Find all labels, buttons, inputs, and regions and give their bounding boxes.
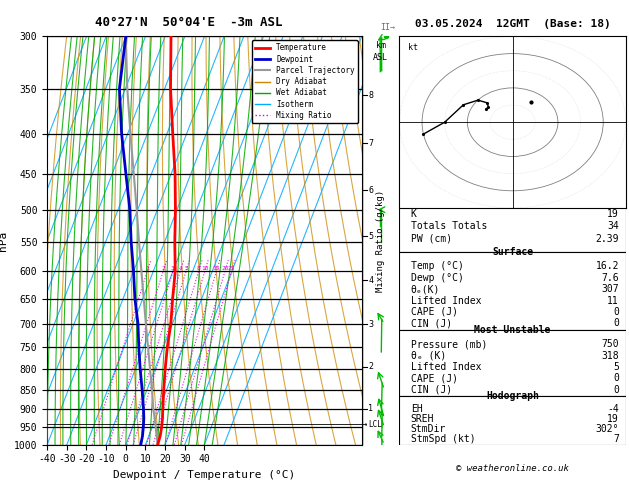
Text: Most Unstable: Most Unstable	[474, 325, 551, 335]
Text: 1: 1	[145, 266, 149, 272]
Text: 3: 3	[369, 320, 374, 329]
Text: 20: 20	[221, 266, 228, 272]
Text: Temp (°C): Temp (°C)	[411, 261, 464, 271]
Text: K: K	[411, 208, 416, 219]
Text: 0: 0	[613, 385, 619, 395]
Text: CAPE (J): CAPE (J)	[411, 307, 458, 317]
Text: 318: 318	[601, 350, 619, 361]
Text: Hodograph: Hodograph	[486, 391, 539, 401]
Text: 1: 1	[369, 404, 374, 413]
Text: kt: kt	[408, 43, 418, 52]
Text: II→: II→	[381, 23, 396, 33]
Text: ASL: ASL	[373, 53, 388, 62]
Text: 2: 2	[369, 363, 374, 371]
Text: 25: 25	[228, 266, 235, 272]
Text: Pressure (mb): Pressure (mb)	[411, 339, 487, 349]
Text: θₑ(K): θₑ(K)	[411, 284, 440, 294]
Text: StmDir: StmDir	[411, 424, 446, 434]
Text: EH: EH	[411, 404, 423, 415]
Text: 10: 10	[201, 266, 208, 272]
Text: SREH: SREH	[411, 414, 434, 424]
Text: 0: 0	[613, 373, 619, 383]
Text: CIN (J): CIN (J)	[411, 385, 452, 395]
Text: 34: 34	[608, 221, 619, 231]
Text: 8: 8	[369, 91, 374, 100]
Text: © weatheronline.co.uk: © weatheronline.co.uk	[456, 465, 569, 473]
Text: 5: 5	[613, 362, 619, 372]
Text: PW (cm): PW (cm)	[411, 234, 452, 243]
Text: 8: 8	[197, 266, 201, 272]
Y-axis label: hPa: hPa	[0, 230, 8, 251]
Text: 4: 4	[369, 276, 374, 285]
Text: 750: 750	[601, 339, 619, 349]
Text: 11: 11	[608, 295, 619, 306]
Text: Totals Totals: Totals Totals	[411, 221, 487, 231]
Text: Mixing Ratio (g/kg): Mixing Ratio (g/kg)	[376, 190, 385, 292]
Text: 307: 307	[601, 284, 619, 294]
Text: 19: 19	[608, 208, 619, 219]
Text: 7: 7	[369, 139, 374, 148]
Text: 7.6: 7.6	[601, 273, 619, 283]
X-axis label: Dewpoint / Temperature (°C): Dewpoint / Temperature (°C)	[113, 470, 296, 480]
Legend: Temperature, Dewpoint, Parcel Trajectory, Dry Adiabat, Wet Adiabat, Isotherm, Mi: Temperature, Dewpoint, Parcel Trajectory…	[252, 40, 358, 123]
Text: θₑ (K): θₑ (K)	[411, 350, 446, 361]
Text: 3: 3	[171, 266, 175, 272]
Text: 16.2: 16.2	[596, 261, 619, 271]
Text: 15: 15	[213, 266, 220, 272]
Text: StmSpd (kt): StmSpd (kt)	[411, 434, 476, 444]
Text: 0: 0	[613, 307, 619, 317]
Text: 6: 6	[369, 186, 374, 194]
FancyBboxPatch shape	[399, 330, 626, 396]
FancyBboxPatch shape	[399, 208, 626, 252]
Text: ₁: ₁	[364, 421, 368, 427]
Text: 2.39: 2.39	[596, 234, 619, 243]
Text: -4: -4	[608, 404, 619, 415]
Text: 19: 19	[608, 414, 619, 424]
Text: 2: 2	[161, 266, 165, 272]
Text: 4: 4	[179, 266, 182, 272]
Text: Surface: Surface	[492, 246, 533, 257]
FancyBboxPatch shape	[399, 396, 626, 445]
Text: 7: 7	[613, 434, 619, 444]
Text: CAPE (J): CAPE (J)	[411, 373, 458, 383]
Text: Dewp (°C): Dewp (°C)	[411, 273, 464, 283]
Text: 5: 5	[369, 232, 374, 241]
Text: km: km	[376, 40, 386, 50]
Text: LCL: LCL	[369, 420, 382, 429]
Text: CIN (J): CIN (J)	[411, 318, 452, 329]
Text: 5: 5	[184, 266, 188, 272]
Text: Lifted Index: Lifted Index	[411, 295, 481, 306]
FancyBboxPatch shape	[399, 252, 626, 330]
Text: 40°27'N  50°04'E  -3m ASL: 40°27'N 50°04'E -3m ASL	[95, 16, 282, 29]
Text: 302°: 302°	[596, 424, 619, 434]
Text: 03.05.2024  12GMT  (Base: 18): 03.05.2024 12GMT (Base: 18)	[415, 19, 611, 29]
Text: 0: 0	[613, 318, 619, 329]
Text: Lifted Index: Lifted Index	[411, 362, 481, 372]
